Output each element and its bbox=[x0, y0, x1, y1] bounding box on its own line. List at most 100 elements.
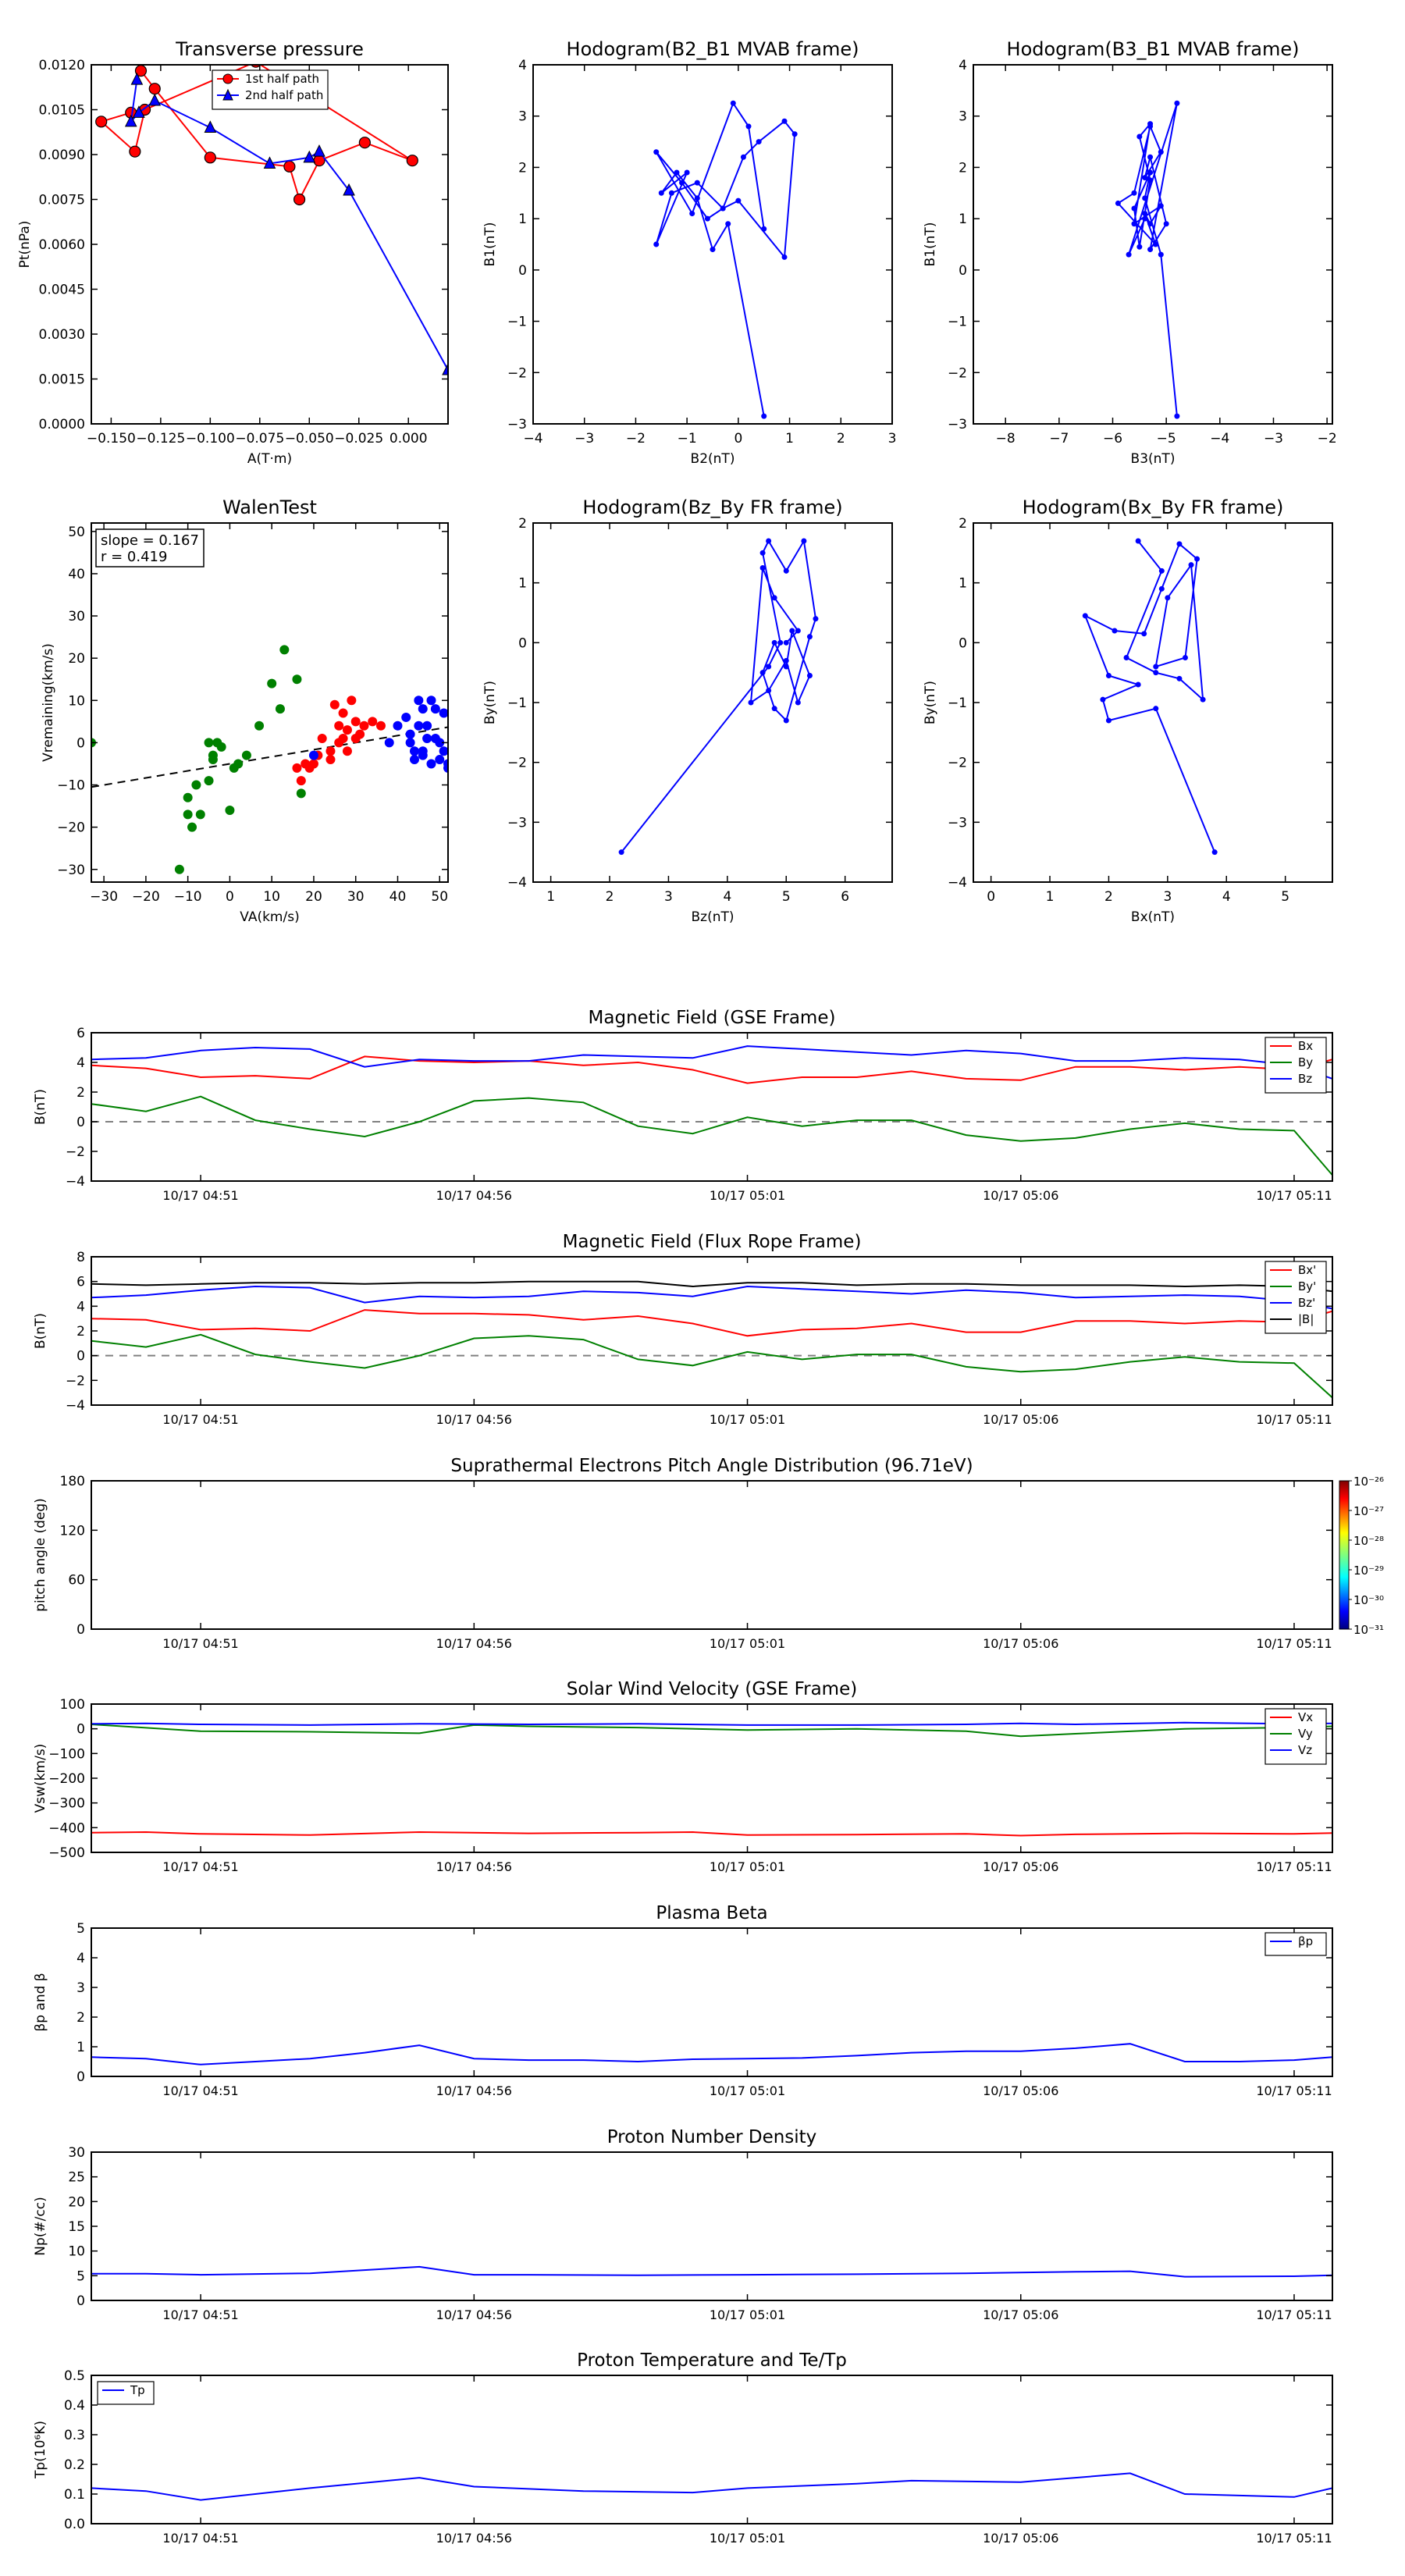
x-tick-label: 10/17 04:51 bbox=[162, 1636, 238, 1651]
data-point bbox=[296, 776, 306, 786]
plot-area bbox=[91, 2043, 1332, 2065]
data-point bbox=[422, 720, 432, 731]
y-tick-label: 2 bbox=[76, 1324, 85, 1340]
data-point bbox=[317, 734, 327, 743]
y-tick-label: 100 bbox=[60, 1697, 85, 1713]
data-point bbox=[1123, 655, 1129, 660]
y-tick-label: 4 bbox=[959, 58, 967, 73]
series-line-Vy bbox=[91, 1724, 1332, 1738]
x-tick-label: 10/17 05:06 bbox=[983, 2307, 1058, 2322]
data-point bbox=[745, 123, 752, 130]
plot-area bbox=[91, 1721, 1332, 1837]
data-point bbox=[124, 114, 137, 127]
x-tick-label: 2 bbox=[837, 431, 845, 447]
chart-vsw: Solar Wind Velocity (GSE Frame) 10/17 04:… bbox=[33, 1679, 1333, 1874]
data-point bbox=[1142, 215, 1148, 222]
x-tick-label: 2 bbox=[1104, 889, 1113, 905]
data-point bbox=[187, 822, 197, 832]
data-point bbox=[1135, 681, 1141, 688]
data-point bbox=[756, 139, 762, 145]
y-tick-label: 1 bbox=[518, 576, 527, 592]
data-point bbox=[267, 678, 277, 688]
data-point bbox=[148, 93, 162, 106]
y-tick-label: 0.0015 bbox=[39, 372, 85, 388]
chart-walen: WalenTest −30 −20 −10 0 10 20 30 40 50 −30 −20 −10 0 1… bbox=[41, 496, 449, 925]
data-point bbox=[1131, 190, 1137, 196]
data-point bbox=[241, 750, 251, 760]
y-tick-label: −30 bbox=[57, 863, 85, 878]
x-tick-label: 10/17 05:01 bbox=[710, 2083, 785, 2098]
data-point bbox=[783, 717, 789, 724]
y-axis-label: B(nT) bbox=[33, 1089, 48, 1125]
y-tick-label: 8 bbox=[76, 1250, 85, 1265]
y-tick-label: 2 bbox=[518, 160, 527, 176]
data-point bbox=[406, 155, 418, 167]
data-point bbox=[174, 864, 184, 874]
x-tick-label: 10/17 05:06 bbox=[983, 1636, 1058, 1651]
y-tick-label: 0.0120 bbox=[39, 58, 85, 73]
data-point bbox=[1141, 631, 1147, 637]
x-tick-label: 10/17 04:51 bbox=[162, 2083, 238, 2098]
y-tick-label: 1 bbox=[959, 576, 967, 592]
y-tick-label: 0 bbox=[76, 735, 85, 751]
data-point bbox=[405, 738, 415, 748]
y-tick-label: 0.0 bbox=[64, 2517, 85, 2532]
x-tick-label: 30 bbox=[347, 889, 365, 905]
data-point bbox=[296, 788, 306, 799]
x-tick-label: 1 bbox=[546, 889, 555, 905]
axes-frame bbox=[91, 1480, 1333, 1630]
plot-area bbox=[91, 2472, 1332, 2501]
legend-label: Vz bbox=[1298, 1743, 1312, 1757]
y-tick-label: 1 bbox=[959, 212, 967, 227]
legend-label: Tp bbox=[130, 2383, 145, 2397]
y-tick-label: 0 bbox=[76, 2293, 85, 2309]
data-point bbox=[409, 755, 419, 765]
legend-label: Bx bbox=[1298, 1039, 1313, 1053]
x-tick-label: −0.125 bbox=[136, 431, 185, 447]
series-line-Bx' bbox=[91, 1309, 1332, 1337]
x-tick-label: 10/17 05:11 bbox=[1256, 1636, 1332, 1651]
data-point bbox=[422, 734, 432, 743]
data-point bbox=[343, 183, 355, 196]
data-point bbox=[704, 215, 710, 222]
y-tick-label: 10 bbox=[68, 693, 85, 709]
y-tick-label: 10 bbox=[68, 2244, 85, 2260]
y-tick-label: 4 bbox=[76, 1299, 85, 1315]
data-point bbox=[263, 156, 276, 169]
x-axis-label: B2(nT) bbox=[691, 451, 735, 467]
data-point bbox=[694, 180, 700, 186]
legend-marker bbox=[222, 73, 233, 84]
data-point bbox=[443, 759, 448, 769]
y-tick-label: 0 bbox=[76, 1722, 85, 1738]
x-axis-label: VA(km/s) bbox=[240, 909, 299, 925]
data-point bbox=[1135, 538, 1141, 544]
data-point bbox=[430, 704, 440, 714]
data-point bbox=[618, 849, 624, 856]
x-tick-label: 10/17 05:01 bbox=[710, 1636, 785, 1651]
series-line-0 bbox=[1083, 540, 1216, 853]
x-tick-label: 10/17 04:56 bbox=[436, 1412, 512, 1427]
x-tick-label: 1 bbox=[1046, 889, 1055, 905]
x-tick-label: −8 bbox=[996, 431, 1016, 447]
data-point bbox=[783, 657, 789, 664]
series-line-0 bbox=[1116, 102, 1178, 417]
series-line-|B| bbox=[91, 1280, 1332, 1293]
colorbar-label: 10⁻²⁷ bbox=[1353, 1504, 1384, 1518]
y-tick-label: 15 bbox=[68, 2219, 85, 2235]
x-tick-label: −0.025 bbox=[334, 431, 383, 447]
x-tick-label: −10 bbox=[174, 889, 202, 905]
y-tick-label: 0 bbox=[76, 2069, 85, 2085]
data-point bbox=[766, 688, 772, 694]
data-point bbox=[325, 746, 336, 756]
y-axis-label: B(nT) bbox=[33, 1313, 48, 1349]
data-point bbox=[350, 717, 361, 727]
y-tick-label: 0.0000 bbox=[39, 417, 85, 432]
legend-label: Bz' bbox=[1298, 1296, 1315, 1310]
data-point bbox=[789, 628, 795, 634]
data-point bbox=[668, 190, 674, 196]
x-tick-label: −20 bbox=[132, 889, 160, 905]
y-tick-label: 30 bbox=[68, 2145, 85, 2161]
fit-line bbox=[91, 726, 448, 788]
x-tick-label: 5 bbox=[1281, 889, 1289, 905]
data-point bbox=[759, 670, 766, 676]
